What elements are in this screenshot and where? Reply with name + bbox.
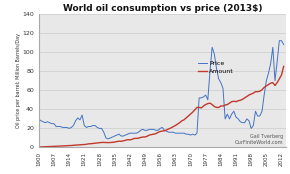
Amount: [282, 65, 285, 68]
Amount: [223, 104, 227, 106]
Line: Price: Price: [39, 41, 284, 139]
Title: World oil consumption vs price (2013$): World oil consumption vs price (2013$): [63, 4, 262, 13]
Y-axis label: Oil price per barrel; Million Barrels/Day: Oil price per barrel; Million Barrels/Da…: [16, 33, 21, 128]
Price: [282, 44, 285, 46]
Amount: [65, 145, 69, 147]
Amount: [37, 146, 41, 148]
Price: [37, 118, 41, 120]
Price: [106, 138, 110, 140]
Price: [65, 126, 69, 129]
Price: [197, 97, 201, 99]
Amount: [195, 106, 199, 108]
Price: [278, 40, 281, 42]
Text: Gail Tverberg
OurFiniteWorld.com: Gail Tverberg OurFiniteWorld.com: [235, 134, 283, 145]
Price: [108, 137, 112, 139]
Amount: [104, 141, 108, 144]
Amount: [106, 142, 110, 144]
Price: [104, 137, 108, 139]
Price: [135, 132, 138, 134]
Amount: [133, 137, 136, 140]
Price: [226, 113, 229, 115]
Line: Amount: Amount: [39, 66, 284, 147]
Legend: Price, Amount: Price, Amount: [197, 60, 234, 74]
